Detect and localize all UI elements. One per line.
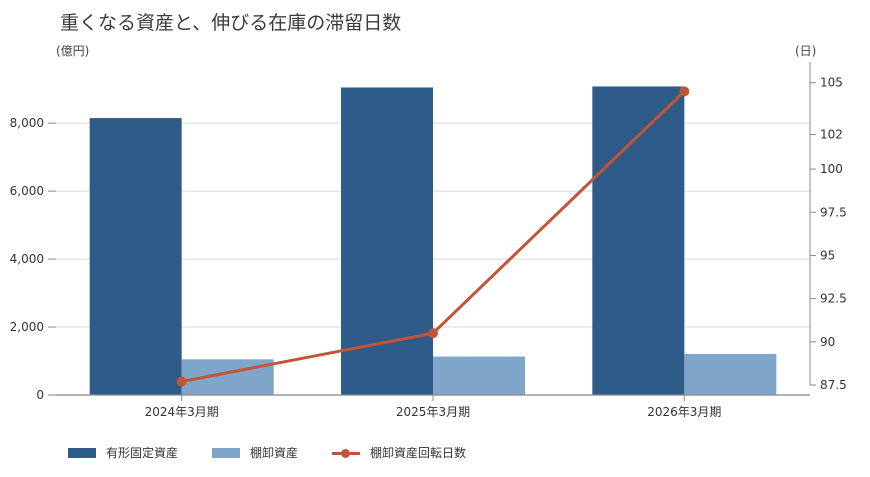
bar-fixed-assets <box>89 118 182 395</box>
x-tick-label: 2025年3月期 <box>396 405 470 419</box>
left-tick-label: 2,000 <box>10 320 44 334</box>
right-tick-label: 95 <box>820 248 835 262</box>
legend-swatch-inventory <box>212 447 241 458</box>
bar-fixed-assets <box>592 86 685 396</box>
right-tick-label: 97.5 <box>820 205 847 219</box>
legend-label-inventory: 棚卸資産 <box>250 446 299 460</box>
x-tick-label: 2026年3月期 <box>647 405 721 419</box>
right-tick-label: 105 <box>820 76 843 90</box>
right-tick-label: 92.5 <box>820 292 847 306</box>
chart-title: 重くなる資産と、伸びる在庫の滞留日数 <box>60 12 402 34</box>
legend-swatch-turnover-days <box>332 448 361 458</box>
bar-inventory <box>181 359 274 395</box>
bar-inventory <box>433 356 525 395</box>
bar-inventory <box>684 353 777 395</box>
legend-item-fixed-assets: 有形固定資産 <box>68 444 178 461</box>
legend-swatch-fixed-assets <box>68 447 96 458</box>
left-tick-label: 8,000 <box>10 116 44 130</box>
right-tick-label: 102 <box>820 128 843 142</box>
right-tick-label: 90 <box>820 335 835 349</box>
legend: 有形固定資産 棚卸資産 棚卸資産回転日数 <box>68 444 500 461</box>
point-turnover-days <box>176 376 187 387</box>
point-turnover-days <box>428 328 438 339</box>
right-axis-unit: (日) <box>795 44 817 58</box>
legend-label-turnover-days: 棚卸資産回転日数 <box>370 446 467 460</box>
point-turnover-days <box>679 86 690 97</box>
left-axis-unit: (億円) <box>56 44 90 58</box>
right-tick-label: 100 <box>820 162 843 176</box>
legend-item-turnover-days: 棚卸資産回転日数 <box>332 444 466 461</box>
left-tick-label: 6,000 <box>10 184 44 198</box>
legend-item-inventory: 棚卸資産 <box>212 444 298 461</box>
legend-label-fixed-assets: 有形固定資産 <box>106 446 179 460</box>
x-tick-label: 2024年3月期 <box>145 405 219 419</box>
left-tick-label: 4,000 <box>10 252 44 266</box>
left-tick-label: 0 <box>36 388 44 402</box>
bar-fixed-assets <box>341 87 433 396</box>
right-tick-label: 87.5 <box>820 378 847 392</box>
